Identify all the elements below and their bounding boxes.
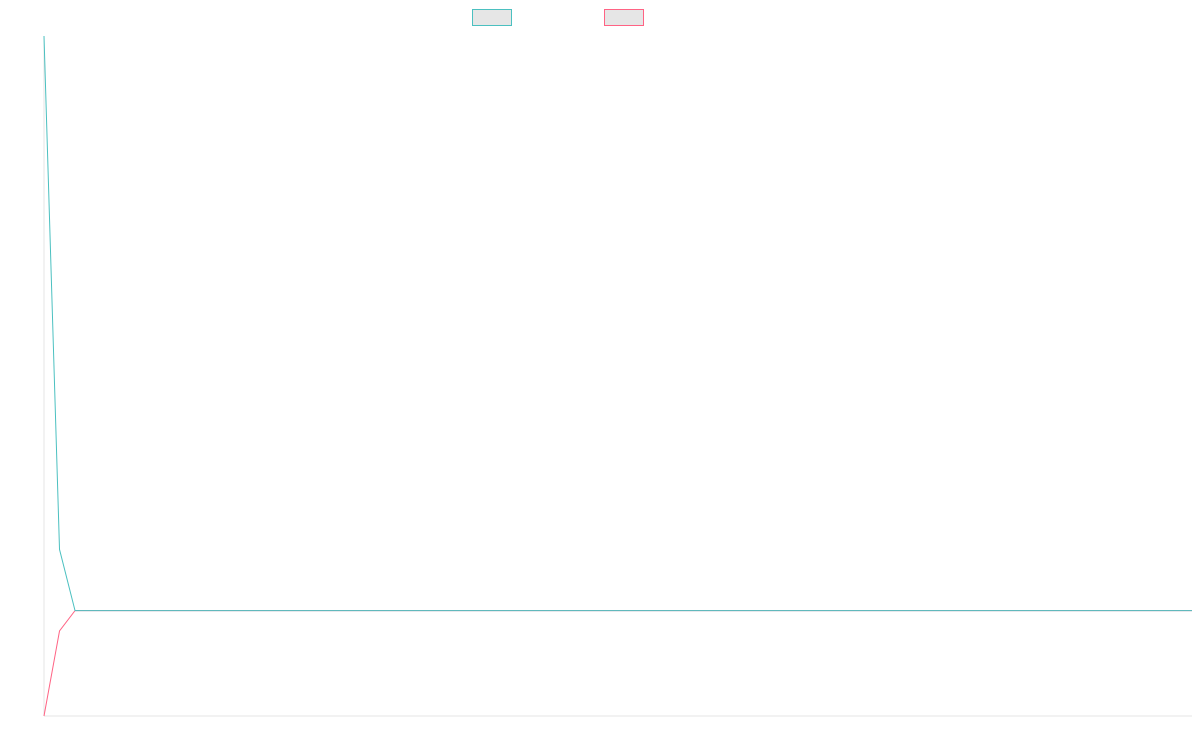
- legend-swatch-series-1[interactable]: [472, 9, 512, 26]
- series-line-1: [43, 35, 1192, 612]
- series-line-2: [43, 610, 1192, 717]
- series-group: [43, 35, 1192, 717]
- legend-swatch-series-2[interactable]: [604, 9, 644, 26]
